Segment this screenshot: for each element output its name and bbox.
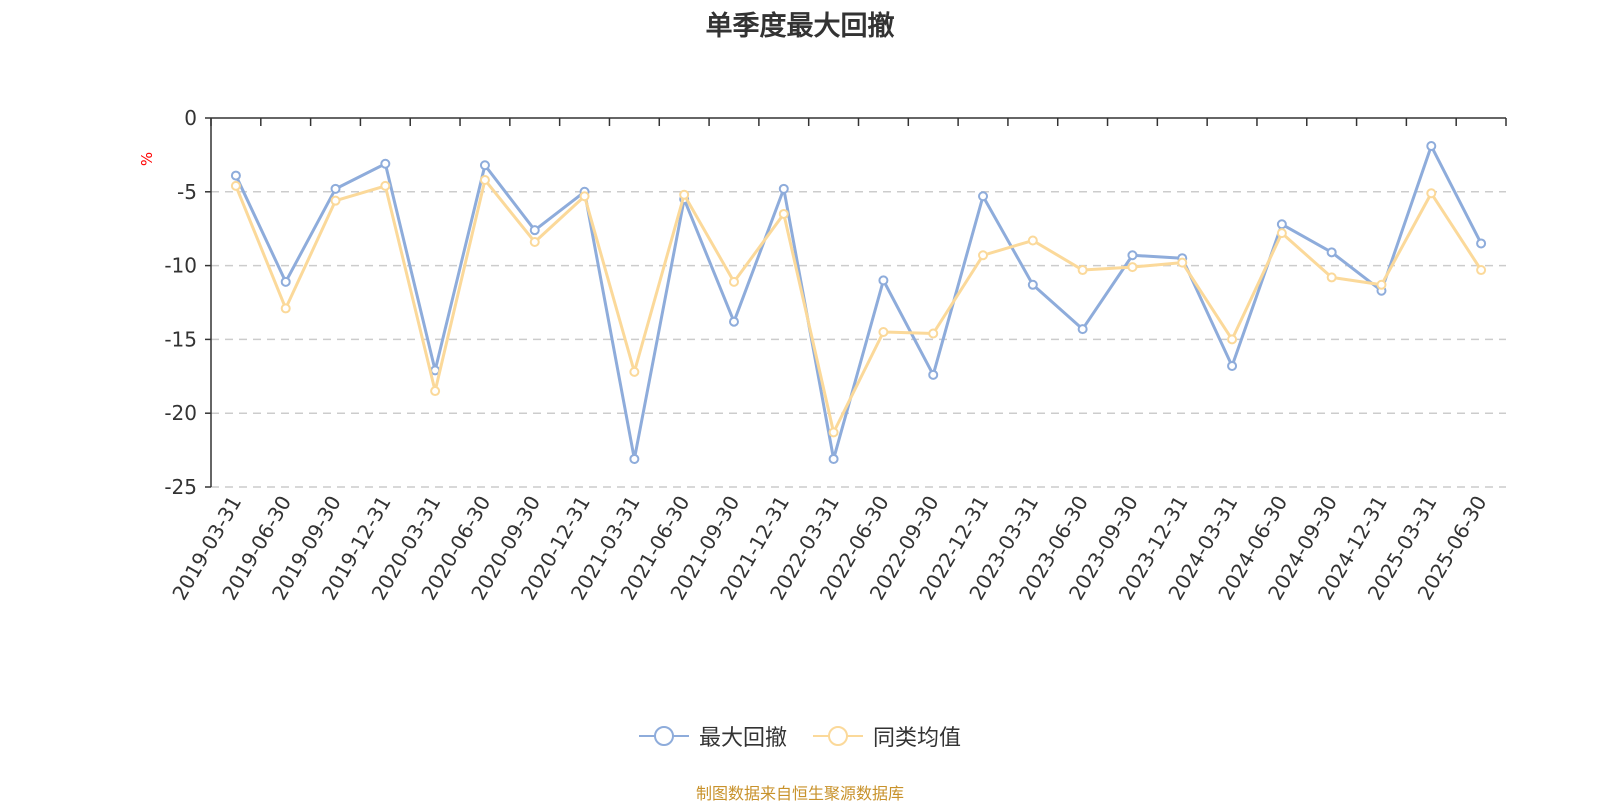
data-point: [1376, 279, 1387, 290]
y-tick-label: -15: [164, 327, 197, 351]
data-point: [529, 236, 540, 247]
legend-label: 最大回撤: [698, 726, 787, 751]
data-point: [280, 303, 291, 314]
data-point: [1227, 360, 1238, 371]
series-line-0: [234, 144, 1483, 461]
data-point: [230, 170, 241, 181]
data-point: [878, 275, 889, 286]
data-point: [479, 160, 490, 171]
data-point: [1227, 334, 1238, 345]
data-point: [679, 189, 690, 200]
legend-symbol-circle-icon: [638, 726, 689, 746]
data-point: [828, 453, 839, 464]
data-point: [1426, 188, 1437, 199]
data-point: [778, 208, 789, 219]
data-point: [330, 195, 341, 206]
data-point: [579, 191, 590, 202]
data-point: [1127, 250, 1138, 261]
series-line-1: [234, 178, 1483, 434]
data-point: [629, 366, 640, 377]
data-point: [978, 250, 989, 261]
data-point: [778, 183, 789, 194]
data-point: [1027, 279, 1038, 290]
data-point: [380, 158, 391, 169]
data-point: [978, 191, 989, 202]
data-point: [1276, 228, 1287, 239]
y-tick-label: 0: [184, 106, 197, 130]
data-point: [1077, 324, 1088, 335]
data-point: [1027, 235, 1038, 246]
data-point: [1476, 265, 1487, 276]
data-point: [380, 180, 391, 191]
data-point: [928, 328, 939, 339]
data-point: [828, 427, 839, 438]
line-chart: 0-5-10-15-20-25 2019-03-312019-06-302019…: [164, 106, 1507, 604]
legend-label: 同类均值: [873, 726, 962, 751]
data-point: [1426, 141, 1437, 152]
y-tick-label: -25: [164, 475, 197, 499]
axes: [210, 117, 1506, 487]
data-point: [1276, 219, 1287, 230]
data-point: [878, 327, 889, 338]
grid-lines: [211, 191, 1506, 488]
data-point: [1326, 272, 1337, 283]
data-point: [728, 276, 739, 287]
data-point: [728, 316, 739, 327]
y-axis-ticks: 0 -5 -10 -15 -20 -25: [164, 106, 211, 499]
legend-item-series-0[interactable]: 最大回撤: [638, 720, 787, 752]
data-point: [330, 183, 341, 194]
data-point: [479, 174, 490, 185]
y-tick-label: -5: [177, 180, 197, 204]
legend-item-series-1[interactable]: 同类均值: [813, 720, 961, 752]
legend-symbol-circle-icon: [813, 726, 863, 746]
y-tick-label: -10: [164, 254, 197, 278]
data-point: [529, 225, 540, 236]
data-point: [1326, 247, 1337, 258]
series-lines: [230, 141, 1487, 464]
data-point: [1177, 257, 1188, 268]
data-point: [1077, 265, 1088, 276]
data-point: [629, 453, 640, 464]
data-point: [230, 180, 241, 191]
legend: 最大回撤 同类均值: [0, 720, 1600, 752]
data-point: [430, 386, 441, 397]
y-tick-label: -20: [164, 401, 197, 425]
data-point: [928, 369, 939, 380]
data-source-note: 制图数据来自恒生聚源数据库: [695, 784, 904, 803]
data-point: [1127, 262, 1138, 273]
data-point: [280, 276, 291, 287]
chart-title: 单季度最大回撤: [705, 11, 895, 42]
data-point: [1476, 238, 1487, 249]
